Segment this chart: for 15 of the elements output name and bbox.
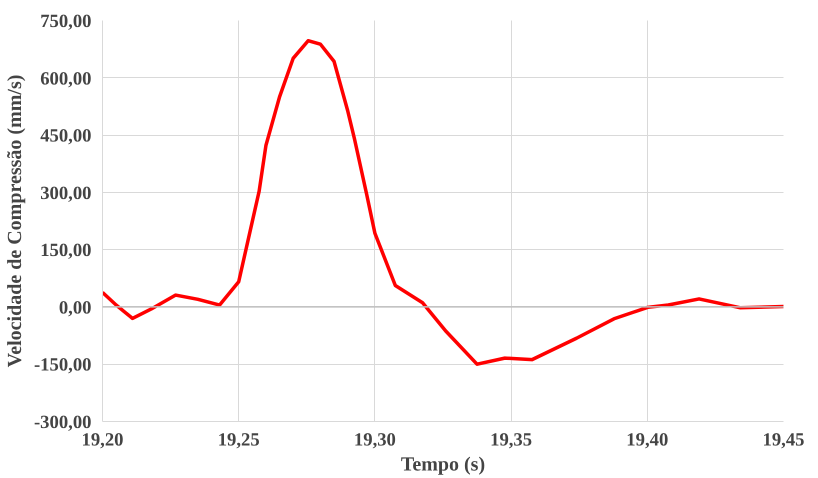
y-tick-label: 600,00 [40,68,92,90]
y-tick-label: 150,00 [40,240,92,262]
y-tick-label: 750,00 [40,11,92,32]
x-tick-label: 19,35 [490,430,532,450]
line-series [102,38,784,366]
y-tick-label: 0,00 [58,297,92,318]
x-tick-label: 19,45 [762,430,804,450]
x-axis-title: Tempo (s) [400,454,486,476]
y-tick-label: 300,00 [40,182,92,204]
y-axis-title: Velocidade de Compressão (mm/s) [4,74,26,368]
y-tick-label: -150,00 [34,354,92,376]
x-tick-label: 19,25 [218,430,260,450]
y-tick-label: 450,00 [40,126,92,147]
x-tick-label: 19,30 [354,430,396,450]
x-tick-label: 19,40 [626,430,668,450]
